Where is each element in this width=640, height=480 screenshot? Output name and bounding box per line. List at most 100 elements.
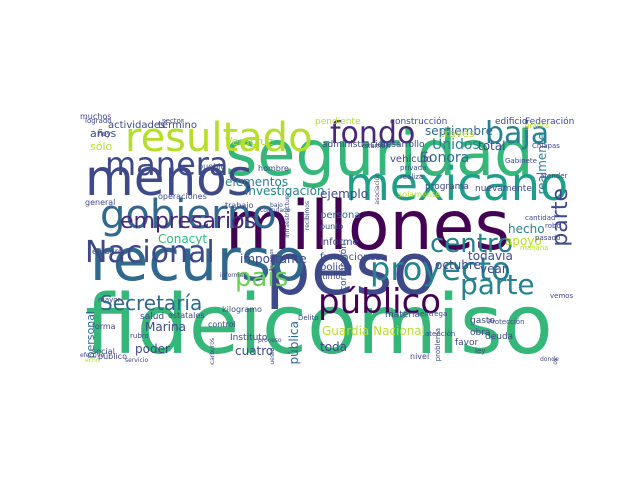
cloud-word: importante (240, 252, 307, 266)
cloud-word: toda (320, 340, 348, 354)
cloud-word: recibimos (304, 201, 311, 231)
cloud-word: término (158, 120, 197, 131)
word-cloud: fideicomiso peso millones recurso seguridad m… (80, 113, 575, 365)
cloud-word: donde (540, 356, 559, 363)
cloud-word: infraestructura (284, 193, 291, 238)
cloud-word: empresarios (120, 209, 257, 234)
cloud-word: manera (105, 145, 229, 183)
cloud-word: Conacyt (158, 232, 208, 246)
cloud-word: público (98, 352, 127, 361)
cloud-word: hombre (258, 164, 289, 173)
cloud-word: parte (460, 268, 535, 301)
cloud-word: desarrollo (380, 140, 425, 150)
cloud-word: muchos (80, 113, 112, 121)
cloud-word: ley (475, 347, 486, 355)
cloud-word: pendiente (315, 117, 361, 127)
cloud-word: pueblo (198, 162, 226, 171)
cloud-word: octubre (435, 258, 481, 272)
cloud-word: nuevamente (475, 184, 532, 194)
cloud-word: Instituto (230, 333, 268, 343)
cloud-word: Secretaría (100, 291, 203, 315)
cloud-word: echo (85, 357, 100, 364)
cloud-word: público (318, 282, 442, 322)
cloud-word: Nacional (85, 235, 215, 270)
cloud-word: mañana (520, 244, 549, 252)
cloud-word: Protección (488, 318, 525, 326)
cloud-word: poder (135, 342, 170, 356)
cloud-word: seguridad (225, 117, 534, 190)
cloud-word: Gabinete (505, 157, 537, 165)
cloud-word: trabajo (225, 201, 254, 210)
cloud-word: Sonora (420, 150, 470, 166)
cloud-word: control (208, 320, 236, 329)
cloud-word: mexicano (345, 157, 569, 211)
cloud-word: gasto (470, 316, 495, 326)
cloud-word: efectivo (80, 352, 105, 359)
cloud-word: kilogramo (222, 305, 262, 314)
cloud-word: República (287, 321, 301, 365)
cloud-word: general (85, 198, 116, 207)
cloud-word: entrega (420, 310, 448, 318)
cloud-word: actividades (108, 120, 166, 131)
cloud-word: todavía (468, 249, 513, 263)
cloud-word: persona (320, 210, 361, 221)
cloud-word: gráfica (525, 122, 550, 130)
cloud-word: centro (430, 229, 513, 259)
cloud-word: problema (434, 328, 442, 362)
cloud-word: cuatro (235, 344, 274, 358)
cloud-word: edificio (495, 117, 528, 127)
cloud-word: país (235, 263, 289, 293)
cloud-word: Chiapas (532, 142, 560, 150)
cloud-word: informar (220, 272, 246, 279)
cloud-word: bajo (270, 202, 283, 209)
cloud-word: Delito (298, 314, 319, 322)
cloud-word: logrado (85, 117, 112, 125)
cloud-word: sector (162, 117, 184, 125)
cloud-word: informe (320, 237, 359, 248)
cloud-word: cantidad (525, 214, 556, 222)
cloud-word: operaciones (158, 192, 207, 201)
cloud-word: salud (140, 312, 165, 322)
cloud-word: administración (322, 140, 389, 150)
cloud-word: través (440, 127, 475, 140)
cloud-word: programa (425, 182, 469, 192)
cloud-word: construcción (390, 117, 448, 127)
cloud-word: fideicomiso (85, 278, 553, 366)
cloud-word: policía (320, 262, 353, 273)
cloud-word: robo (545, 222, 561, 230)
cloud-word: fondo (330, 116, 416, 151)
cloud-word: solamente (398, 190, 441, 199)
cloud-word: millones (225, 187, 510, 266)
cloud-word: embargo (92, 247, 128, 256)
cloud-word: Veracruz (225, 135, 274, 148)
cloud-word: social (92, 347, 115, 356)
cloud-word: materia (385, 310, 421, 320)
cloud-word: investigación (245, 184, 325, 198)
cloud-word: peso (265, 227, 437, 311)
cloud-word: baja (485, 116, 550, 151)
cloud-word: presupuesto (269, 348, 276, 365)
cloud-word: elementos (225, 175, 289, 189)
cloud-word: pasado (535, 234, 561, 242)
cloud-word: privada (400, 164, 427, 172)
cloud-word: total (478, 139, 506, 153)
cloud-word: llevamos (269, 249, 275, 272)
cloud-word: favor (455, 338, 479, 348)
cloud-word: Guardia Nacional (322, 324, 425, 338)
cloud-word: gobierno (100, 192, 277, 238)
cloud-word: atender (540, 172, 568, 180)
cloud-word: último (315, 272, 341, 281)
cloud-word: Unidos (432, 137, 480, 153)
cloud-word: menos (85, 149, 253, 207)
cloud-word: estatales (168, 311, 205, 320)
cloud-word: realiza (400, 173, 424, 181)
cloud-word: fundaciones (320, 252, 381, 263)
cloud-word: vean (480, 262, 510, 276)
cloud-word: asociación (374, 173, 381, 205)
cloud-word: resultado (125, 115, 313, 161)
cloud-word: apoyo (505, 234, 542, 248)
cloud-word: septiembre (425, 124, 494, 138)
cloud-word: nivel (410, 352, 430, 361)
cloud-word: proyecto (370, 250, 511, 288)
cloud-word: forma (92, 322, 116, 331)
